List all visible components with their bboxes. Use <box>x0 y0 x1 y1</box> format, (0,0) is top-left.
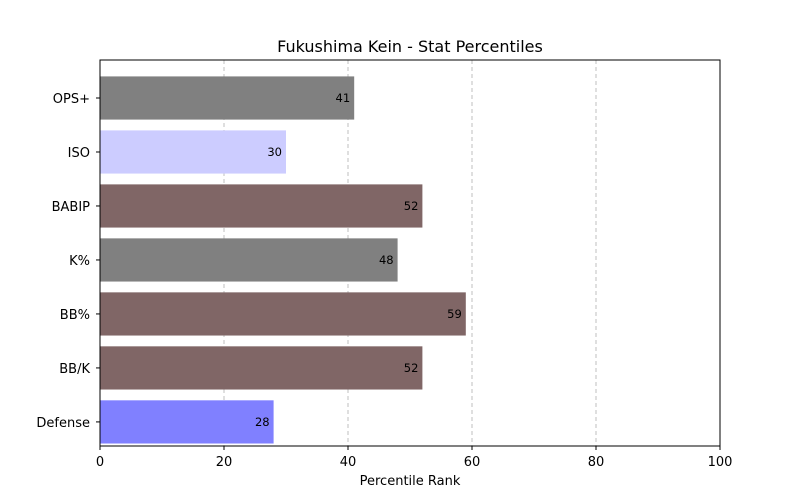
y-tick-label: BB% <box>60 308 90 323</box>
bar-bb-k <box>100 346 423 390</box>
x-tick-label: 0 <box>96 455 104 470</box>
x-tick-label: 80 <box>588 455 605 470</box>
bar-bb- <box>100 292 466 336</box>
y-tick-label: ISO <box>68 146 90 161</box>
bar-iso <box>100 130 286 174</box>
y-tick-label: Defense <box>36 416 90 431</box>
x-tick-label: 60 <box>464 455 481 470</box>
chart-title: Fukushima Kein - Stat Percentiles <box>277 37 543 56</box>
bar-value-label: 48 <box>379 253 394 267</box>
x-tick-label: 20 <box>216 455 233 470</box>
bar-ops- <box>100 76 355 120</box>
bar-value-label: 41 <box>336 91 351 105</box>
bar-k- <box>100 238 398 282</box>
y-tick-label: OPS+ <box>53 92 90 107</box>
bar-value-label: 52 <box>404 199 419 213</box>
bar-value-label: 59 <box>447 307 462 321</box>
plot-frame <box>99 59 721 447</box>
bar-babip <box>100 184 423 228</box>
bar-value-label: 30 <box>267 145 282 159</box>
y-tick-label: BABIP <box>52 200 91 215</box>
x-axis-label: Percentile Rank <box>360 474 461 489</box>
x-tick-label: 100 <box>708 455 733 470</box>
bar-value-label: 52 <box>404 361 419 375</box>
bar-defense <box>100 400 274 444</box>
y-tick-label: K% <box>69 254 90 269</box>
y-tick-label: BB/K <box>59 362 90 377</box>
bar-value-label: 28 <box>255 415 270 429</box>
bars-layer: 41 30 52 48 59 52 28 <box>100 76 466 444</box>
x-tick-label: 40 <box>340 455 357 470</box>
ticks-layer: 0 20 40 60 80 100 OPS+ ISO BABIP K% BB% BB/K Defense <box>36 92 732 470</box>
